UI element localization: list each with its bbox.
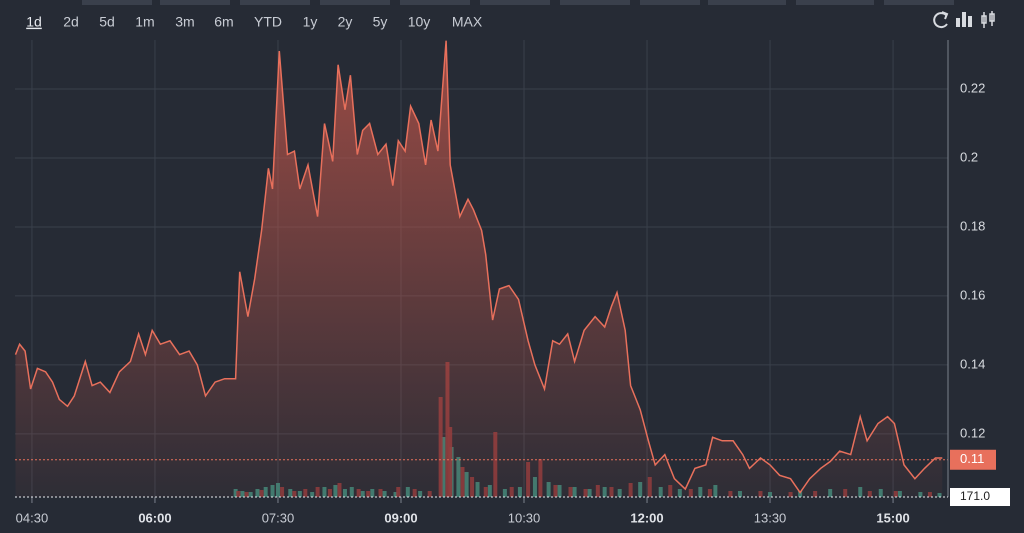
range-button[interactable]: MAX [452,14,483,30]
range-button[interactable]: 10y [408,14,431,30]
range-button[interactable]: 1y [303,14,318,30]
top-tabs [82,0,954,5]
x-tick-label: 12:00 [630,510,663,525]
x-tick-label: 04:30 [16,510,49,525]
range-toolbar: 1d 2d 5d 1m 3m 6m YTD 1y 2y 5y 10y MAX [26,14,483,30]
refresh-icon[interactable] [933,11,949,29]
last-price-label: 0.11 [960,451,984,466]
range-button[interactable]: 2y [338,14,353,30]
y-tick-label: 0.18 [960,218,985,233]
range-button[interactable]: YTD [254,14,282,30]
range-button[interactable]: 5d [99,14,115,30]
y-tick-label: 0.14 [960,356,985,371]
y-tick-label: 0.12 [960,425,985,440]
y-tick-label: 0.22 [960,80,985,95]
range-button[interactable]: 1m [135,14,154,30]
last-price-box [950,449,996,470]
bars-icon[interactable] [956,12,972,27]
y-tick-label: 0.2 [960,149,978,164]
range-button[interactable]: 6m [214,14,233,30]
axes: 0.12 0.14 0.16 0.18 0.2 0.22 04:30 06:00 07:30 09… [15,40,1010,525]
x-tick-label: 09:00 [384,510,417,525]
range-button[interactable]: 2d [63,14,79,30]
range-button[interactable]: 1d [26,14,42,30]
x-tick-label: 10:30 [508,510,541,525]
price-line [14,40,943,494]
x-tick-label: 07:30 [262,510,295,525]
price-area [15,40,943,497]
candles-icon[interactable] [981,11,995,28]
x-tick-label: 13:30 [754,510,787,525]
tool-icons [933,11,995,29]
range-button[interactable]: 5y [373,14,388,30]
price-plot [14,40,948,497]
x-tick-label: 15:00 [876,510,909,525]
volume-label: 171.0 [960,489,990,503]
x-tick-label: 06:00 [138,510,171,525]
range-button[interactable]: 3m [175,14,194,30]
volume-label-box [950,488,1010,506]
y-tick-label: 0.16 [960,287,985,302]
